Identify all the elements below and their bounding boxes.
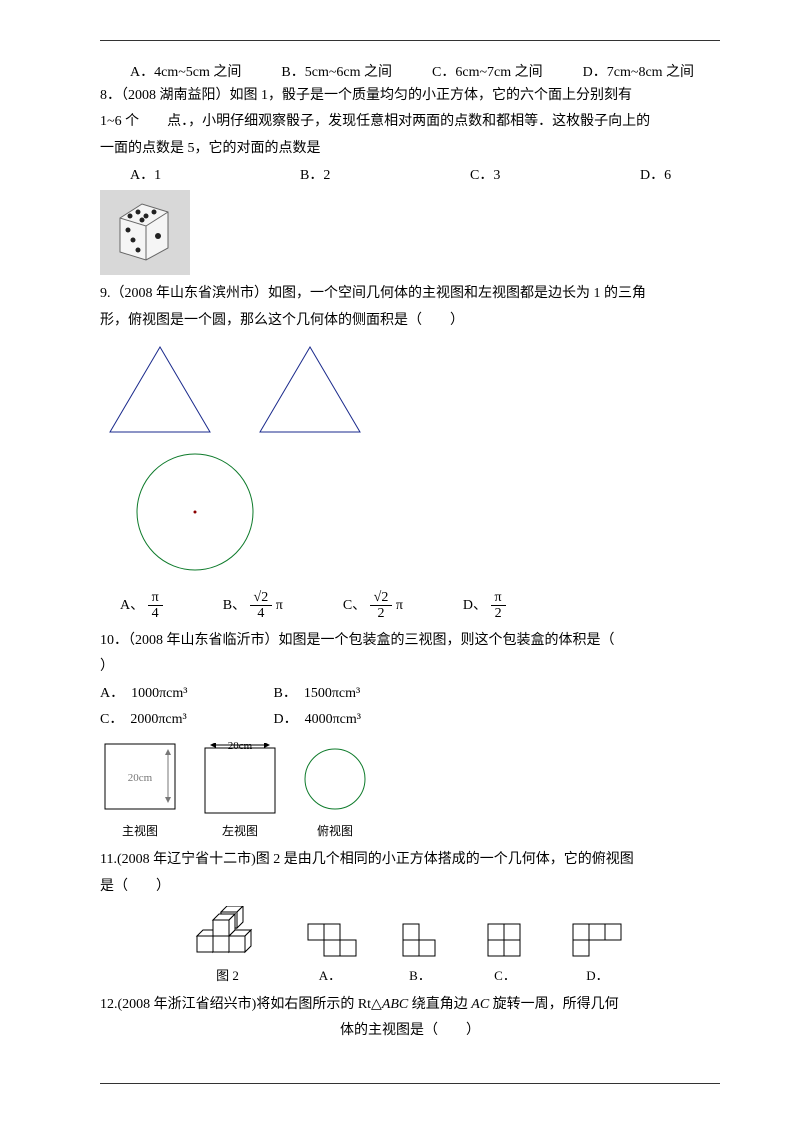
q12-text-1: 12.(2008 年浙江省绍兴市)将如右图所示的 Rt△ xyxy=(100,997,382,1012)
document-page: A．4cm~5cm 之间 B．5cm~6cm 之间 C．6cm~7cm 之间 D… xyxy=(0,0,800,1144)
q9-circle-wrap xyxy=(130,447,720,582)
q10-opt-a: A． 1000πcm³ xyxy=(100,683,270,705)
front-view: 20cm 主视图 xyxy=(100,739,180,839)
frac-den: 2 xyxy=(370,606,393,621)
q8-opt-c: C．3 xyxy=(470,164,550,184)
q12-mid: 绕直角边 xyxy=(408,997,471,1012)
q11-opt-a: A． xyxy=(303,921,358,984)
triangle-side-view xyxy=(250,342,370,437)
q8-stem-3: 一面的点数是 5，它的对面的点数是 xyxy=(100,138,720,160)
q8-stem-1: 8．（2008 湖南益阳）如图 1，骰子是一个质量均匀的小正方体，它的六个面上分… xyxy=(100,85,720,107)
q10-three-views: 20cm 主视图 20cm 左视图 俯视图 xyxy=(100,739,720,839)
q8-options: A．1 B．2 C．3 D．6 xyxy=(130,164,720,184)
q7-opt-a: A．4cm~5cm 之间 xyxy=(130,61,241,81)
q11-stem-2: 是（ ） xyxy=(100,876,720,898)
opt-label: B． xyxy=(398,965,443,984)
opt-label: A． xyxy=(303,965,358,984)
top-rule xyxy=(100,40,720,41)
q10-stem-2: ） xyxy=(100,656,720,678)
q9-opt-c: C、 √22 π xyxy=(343,590,403,622)
dice-figure xyxy=(100,190,190,275)
circle-top-view xyxy=(130,447,260,577)
q9-opt-a: A、 π4 xyxy=(120,590,163,622)
q11-opt-d: D． xyxy=(568,921,628,984)
q12-stem-1: 12.(2008 年浙江省绍兴市)将如右图所示的 Rt△ABC 绕直角边 AC … xyxy=(100,994,720,1016)
q7-options: A．4cm~5cm 之间 B．5cm~6cm 之间 C．6cm~7cm 之间 D… xyxy=(130,61,720,81)
dim-label-top: 20cm xyxy=(200,740,280,752)
frac-num: √2 xyxy=(250,590,273,606)
q7-opt-c: C．6cm~7cm 之间 xyxy=(432,61,543,81)
frac-den: 2 xyxy=(491,606,506,621)
frac-num: √2 xyxy=(370,590,393,606)
q9-opt-b: B、 √24 π xyxy=(223,590,283,622)
bottom-rule xyxy=(100,1083,720,1084)
q11-3d-figure: 图 2 xyxy=(193,906,263,984)
q8-stem-2: 1~6 个 点．，小明仔细观察骰子，发现任意相对两面的点数和都相等．这枚骰子向上… xyxy=(100,111,720,133)
triangle-front-view xyxy=(100,342,220,437)
frac-den: 4 xyxy=(250,606,273,621)
q11-opt-b: B． xyxy=(398,921,443,984)
q9-stem-1: 9.（2008 年山东省滨州市）如图，一个空间几何体的主视图和左视图都是边长为 … xyxy=(100,283,720,305)
q12-abc: ABC xyxy=(382,997,408,1012)
frac-den: 4 xyxy=(148,606,163,621)
q10-opts-row1: A． 1000πcm³ B． 1500πcm³ xyxy=(100,683,720,705)
q8-opt-a: A．1 xyxy=(130,164,210,184)
opt-suffix: π xyxy=(276,598,283,613)
q10-opt-b: B． 1500πcm³ xyxy=(274,686,361,701)
fig-label: 图 2 xyxy=(193,965,263,984)
q11-stem-1: 11.(2008 年辽宁省十二市)图 2 是由几个相同的小正方体搭成的一个几何体… xyxy=(100,849,720,871)
opt-label: D． xyxy=(568,965,628,984)
q10-opt-d: D． 4000πcm³ xyxy=(274,712,361,727)
q12-stem-2: 体的主视图是（ ） xyxy=(100,1020,720,1042)
side-view: 20cm 左视图 xyxy=(200,743,280,839)
q11-opt-c: C． xyxy=(483,921,528,984)
opt-prefix: A、 xyxy=(120,598,144,613)
dim-label: 20cm xyxy=(128,772,153,784)
q8-opt-b: B．2 xyxy=(300,164,380,184)
q12-ac: AC xyxy=(471,997,489,1012)
q11-figures: 图 2 A． B． C． xyxy=(100,906,720,984)
view-label: 俯视图 xyxy=(300,822,370,839)
q9-stem-2: 形，俯视图是一个圆，那么这个几何体的侧面积是（ ） xyxy=(100,310,720,332)
q9-options: A、 π4 B、 √24 π C、 √22 π D、 π2 xyxy=(120,590,720,622)
view-label: 主视图 xyxy=(100,822,180,839)
q9-opt-d: D、 π2 xyxy=(463,590,506,622)
frac-num: π xyxy=(148,590,163,606)
opt-suffix: π xyxy=(396,598,403,613)
frac-num: π xyxy=(491,590,506,606)
q10-opt-c: C． 2000πcm³ xyxy=(100,709,270,731)
q7-opt-d: D．7cm~8cm 之间 xyxy=(583,61,694,81)
opt-label: C． xyxy=(483,965,528,984)
view-label: 左视图 xyxy=(200,822,280,839)
top-view: 俯视图 xyxy=(300,739,370,839)
opt-prefix: D、 xyxy=(463,598,487,613)
q9-triangles xyxy=(100,342,720,437)
q10-opts-row2: C． 2000πcm³ D． 4000πcm³ xyxy=(100,709,720,731)
q8-opt-d: D．6 xyxy=(640,164,720,184)
q10-stem-1: 10．（2008 年山东省临沂市）如图是一个包装盒的三视图，则这个包装盒的体积是… xyxy=(100,630,720,652)
opt-prefix: C、 xyxy=(343,598,366,613)
q12-text-2: 旋转一周，所得几何 xyxy=(489,997,619,1012)
opt-prefix: B、 xyxy=(223,598,246,613)
dice-icon xyxy=(110,198,180,268)
q7-opt-b: B．5cm~6cm 之间 xyxy=(281,61,392,81)
